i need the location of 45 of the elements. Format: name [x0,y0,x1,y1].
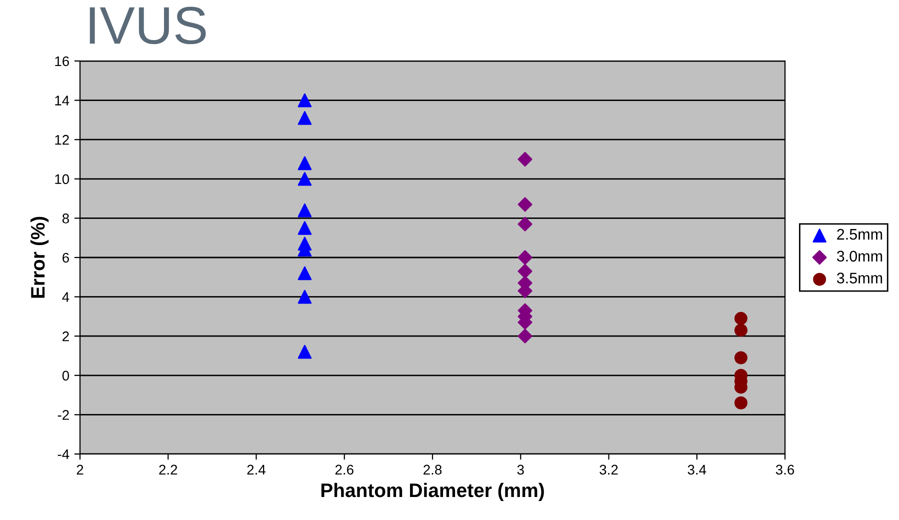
point [518,197,532,212]
legend-label: 3.0mm [836,250,882,262]
point [298,344,312,359]
y-tick-label: 12 [55,134,69,145]
point [734,351,748,364]
point [298,93,312,108]
y-tick-label: 10 [55,174,70,184]
point [518,216,532,232]
y-tick-label: 2 [62,331,69,342]
point [298,290,312,304]
point [518,250,532,265]
y-tick-label: -4 [58,449,70,460]
x-tick-label: 2.6 [335,464,354,475]
x-tick-label: 3.2 [600,464,618,475]
legend-label: 2.5mm [837,228,882,240]
point [518,264,532,279]
x-axis-title: Phantom Diameter (mm) [321,482,544,502]
point [298,156,312,170]
point [734,324,748,337]
legend-label: 3.5mm [836,272,882,284]
point [298,172,312,186]
x-tick-label: 2.2 [159,464,178,474]
x-tick-label: 3.6 [776,464,794,475]
point [518,152,532,167]
y-tick-label: 4 [62,292,70,302]
chart-title: IVUS [90,6,206,44]
y-tick-label: 14 [55,96,70,106]
x-tick-label: 3.4 [688,464,706,475]
y-tick-label: -2 [58,410,69,420]
point [298,221,312,235]
point [518,328,532,344]
point [298,266,312,280]
point [734,312,748,325]
point [298,111,312,125]
point [734,396,748,410]
y-tick-label: 0 [62,370,70,381]
x-tick-label: 2.4 [247,464,266,474]
x-tick-label: 2 [76,464,84,474]
x-tick-label: 2.8 [424,464,442,475]
y-tick-label: 16 [55,56,69,66]
point [298,203,312,218]
y-tick-label: 6 [62,252,69,263]
y-axis-title: Error (%) [30,216,49,298]
y-tick-label: 8 [62,214,69,224]
x-tick-label: 3 [517,464,524,475]
